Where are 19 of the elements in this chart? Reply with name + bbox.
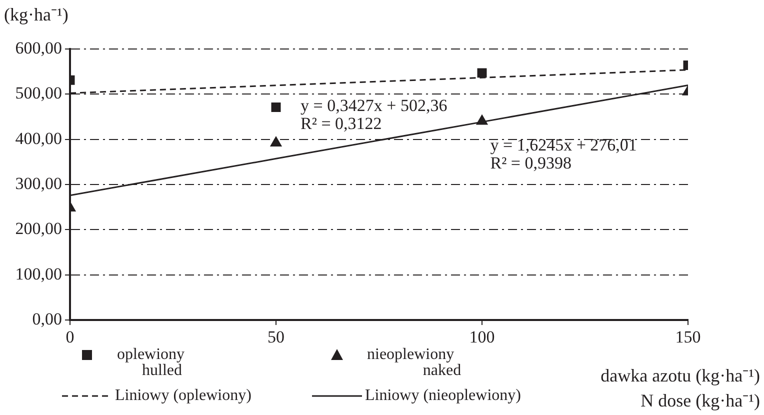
- y-tick-label: 0,00: [32, 309, 62, 328]
- legend-label: Liniowy (oplewiony): [115, 387, 252, 404]
- x-tick-label: 50: [268, 328, 284, 347]
- legend-label: Liniowy (nieoplewiony): [365, 387, 521, 404]
- y-tick-label: 400,00: [15, 128, 62, 148]
- annotation: y = 1,6245x + 276,01 R² = 0,9398: [490, 135, 637, 172]
- x-axis-title: dawka azotu (kg·ha⁻¹) N dose (kg·ha⁻¹): [600, 366, 760, 411]
- x-tick-label: 100: [469, 328, 495, 347]
- y-tick-label: 200,00: [15, 219, 62, 238]
- y-tick-label: 500,00: [15, 84, 62, 103]
- x-tick-label: 150: [675, 328, 701, 347]
- y-axis-title: (kg·ha⁻¹): [4, 4, 68, 25]
- legend-label: nieoplewiony naked: [367, 346, 462, 380]
- x-tick-label: 0: [66, 328, 74, 347]
- y-tick-label: 300,00: [15, 174, 62, 193]
- y-tick-label: 600,00: [15, 38, 62, 58]
- y-tick-label: 100,00: [15, 264, 62, 284]
- annotation: y = 0,3427x + 502,36 R² = 0,3122: [300, 96, 448, 134]
- legend-label: oplewiony hulled: [117, 346, 185, 380]
